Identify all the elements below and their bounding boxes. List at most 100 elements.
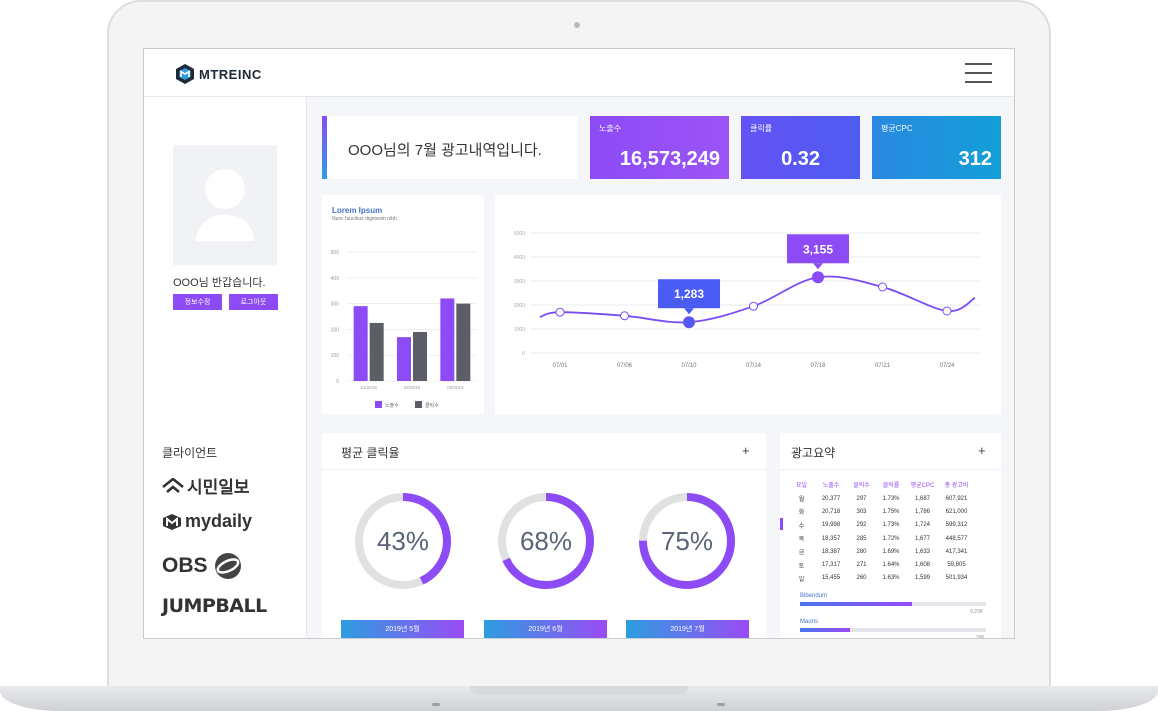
click-rate-expand-button[interactable]: +	[742, 443, 750, 458]
bar[interactable]	[369, 322, 384, 381]
y-tick-label: 4000	[514, 255, 525, 261]
client-logo-simin[interactable]: 시민일보	[162, 473, 250, 498]
month-button-june[interactable]: 2019년 6월	[484, 620, 607, 638]
data-point[interactable]	[555, 307, 565, 317]
top-bar: MTREINC	[144, 49, 1014, 97]
bar[interactable]	[397, 337, 411, 381]
bar[interactable]	[413, 331, 427, 381]
table-row[interactable]: 화 20,718 303 1.75% 1,786 621,000	[788, 505, 974, 518]
table-row[interactable]: 월 20,377 297 1.73% 1,687 607,921	[788, 492, 974, 505]
donut-arc	[498, 493, 594, 589]
brand-logo[interactable]: MTREINC	[174, 63, 262, 85]
y-tick-label: 200	[331, 327, 340, 333]
simin-mark-icon	[162, 477, 184, 493]
summary-title: 광고요약	[791, 446, 836, 460]
user-icon-body	[196, 215, 254, 241]
table-cell: 292	[856, 522, 867, 529]
table-cell: 285	[856, 535, 867, 542]
table-cell: 303	[856, 508, 867, 515]
data-point[interactable]	[749, 301, 758, 311]
table-row[interactable]: 수 19,998 292 1.73% 1,724 599,312	[788, 519, 974, 532]
data-point[interactable]	[812, 271, 824, 284]
welcome-text: OOO님 반갑습니다.	[173, 277, 266, 289]
logout-button[interactable]: 로그아웃	[229, 294, 278, 310]
donut-chart	[498, 493, 594, 589]
obs-ring-icon	[214, 553, 241, 579]
client-logo-obs[interactable]: OBS	[162, 552, 245, 580]
table-cell: 1.63%	[882, 575, 900, 582]
donut-chart	[639, 493, 735, 589]
donut-chart	[355, 493, 451, 589]
table-row[interactable]: 목 18,357 285 1.72% 1,677 448,577	[788, 532, 974, 545]
month-button-may[interactable]: 2019년 5월	[341, 620, 464, 638]
donut-arc	[355, 493, 451, 589]
y-tick-label: 300	[331, 302, 340, 308]
table-cell: 1,677	[914, 535, 930, 542]
summary-expand-button[interactable]: +	[978, 443, 986, 458]
table-cell: 260	[856, 575, 867, 582]
camera-icon	[574, 22, 580, 28]
y-tick-label: 2000	[514, 303, 525, 309]
bar-chart-title: Lorem Ipsum	[332, 206, 383, 215]
table-cell: 621,000	[945, 508, 968, 515]
bar[interactable]	[456, 303, 471, 381]
data-point[interactable]	[620, 311, 629, 321]
user-icon	[205, 169, 245, 209]
client-logo-mydaily[interactable]: mydaily	[162, 511, 252, 532]
month-button-july[interactable]: 2019년 7월	[626, 620, 749, 638]
data-point[interactable]	[942, 306, 952, 316]
progress-label: Bibendum	[800, 593, 828, 599]
table-cell: 일	[798, 576, 805, 583]
x-tick-label: 02/2019	[404, 385, 421, 390]
table-cell: 1.73%	[882, 495, 900, 502]
x-tick-label: 07/14	[746, 363, 762, 369]
y-tick-label: 500	[331, 250, 340, 256]
menu-icon[interactable]	[965, 63, 992, 83]
donut-value: 75%	[660, 525, 714, 556]
stat-label: 노출수	[599, 124, 622, 133]
bar[interactable]	[353, 306, 368, 381]
table-row[interactable]: 토 17,317 271 1.64% 1,608 59,805	[788, 558, 974, 571]
column-header: 클릭수	[853, 482, 870, 489]
legend-label: 노출수	[385, 402, 399, 409]
column-header: 총 광고비	[944, 482, 969, 489]
stat-card-impressions[interactable]: 노출수 16,573,249	[590, 116, 729, 179]
greeting-accent	[322, 116, 327, 179]
data-point[interactable]	[878, 282, 887, 292]
click-rate-panel	[322, 433, 766, 638]
donut-july: 75%	[637, 491, 737, 591]
scroll-indicator[interactable]	[780, 518, 783, 530]
table-row[interactable]: 일 15,455 260 1.63% 1,599 501,934	[788, 572, 974, 585]
greeting-text: OOO님의 7월 광고내역입니다.	[348, 142, 542, 159]
y-tick-label: 400	[331, 276, 340, 282]
x-tick-label: 03/2019	[447, 385, 464, 390]
data-point[interactable]	[683, 316, 695, 329]
edit-profile-button[interactable]: 정보수정	[173, 294, 222, 310]
bar-chart: 0 100 200 300 400 500 01/2019 02/2019 03/2019 노출수…	[331, 250, 477, 409]
progress-value: 286	[976, 635, 985, 639]
y-tick-label: 1000	[514, 327, 525, 333]
client-name: 시민일보	[187, 478, 250, 497]
x-tick-label: 07/21	[875, 363, 891, 369]
client-name: JUMPBALL	[162, 595, 267, 617]
table-cell: 19,998	[821, 522, 841, 529]
bar[interactable]	[440, 298, 455, 381]
divider	[322, 469, 766, 470]
table-cell: 1.72%	[882, 535, 900, 542]
stat-card-cpc[interactable]: 평균CPC 312	[872, 116, 1001, 179]
tooltip-pointer	[813, 263, 823, 270]
line-chart-panel: 0 1000 2000 3000 4000 5000 07/01 07/06 07/10 07/1…	[495, 195, 1001, 414]
stat-value: 16,573,249	[619, 148, 720, 170]
y-tick-label: 0	[522, 351, 525, 357]
client-name: mydaily	[185, 511, 253, 531]
line-chart: 0 1000 2000 3000 4000 5000 07/01 07/06 07/10 07/1…	[514, 231, 980, 369]
legend-swatch	[375, 401, 382, 408]
table-cell: 1,786	[914, 508, 930, 515]
table-row[interactable]: 금 18,387 280 1.69% 1,633 417,341	[788, 545, 974, 558]
click-rate-title: 평균 클릭율	[341, 446, 400, 460]
stat-card-ctr[interactable]: 클릭률 0.32	[741, 116, 860, 179]
x-tick-label: 07/24	[939, 363, 955, 369]
tooltip-pointer	[684, 308, 694, 315]
client-logo-jumpball[interactable]: JUMPBALL	[162, 595, 267, 617]
series-line	[539, 275, 976, 324]
